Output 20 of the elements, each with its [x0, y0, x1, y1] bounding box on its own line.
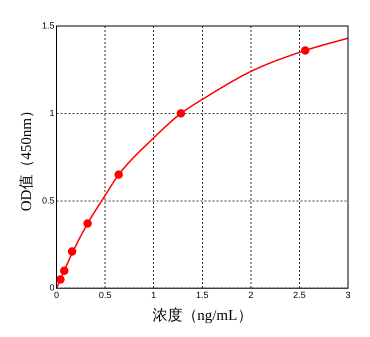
- point: [68, 247, 76, 256]
- x-axis-title: 浓度（ng/mL）: [152, 306, 252, 324]
- y-tick-label: 0.5: [42, 195, 55, 206]
- y-tick-label: 1.5: [42, 20, 55, 30]
- point: [176, 109, 186, 118]
- point: [114, 170, 123, 179]
- y-axis-title: OD值（450nm）: [18, 102, 35, 212]
- x-tick-label: 2.5: [293, 290, 306, 300]
- y-tick-label: 1: [49, 108, 55, 118]
- y-tick-label: 0: [49, 282, 55, 293]
- line-series: [56, 37, 348, 288]
- point: [301, 46, 310, 55]
- point: [60, 266, 69, 275]
- x-tick-label: 2: [248, 290, 254, 300]
- x-tick-label: 1.5: [196, 290, 209, 300]
- x-tick-label: 1: [151, 290, 156, 300]
- x-tick-label: 0.5: [98, 290, 112, 300]
- point: [83, 219, 92, 228]
- point: [56, 275, 65, 284]
- x-tick-label: 3: [345, 290, 351, 300]
